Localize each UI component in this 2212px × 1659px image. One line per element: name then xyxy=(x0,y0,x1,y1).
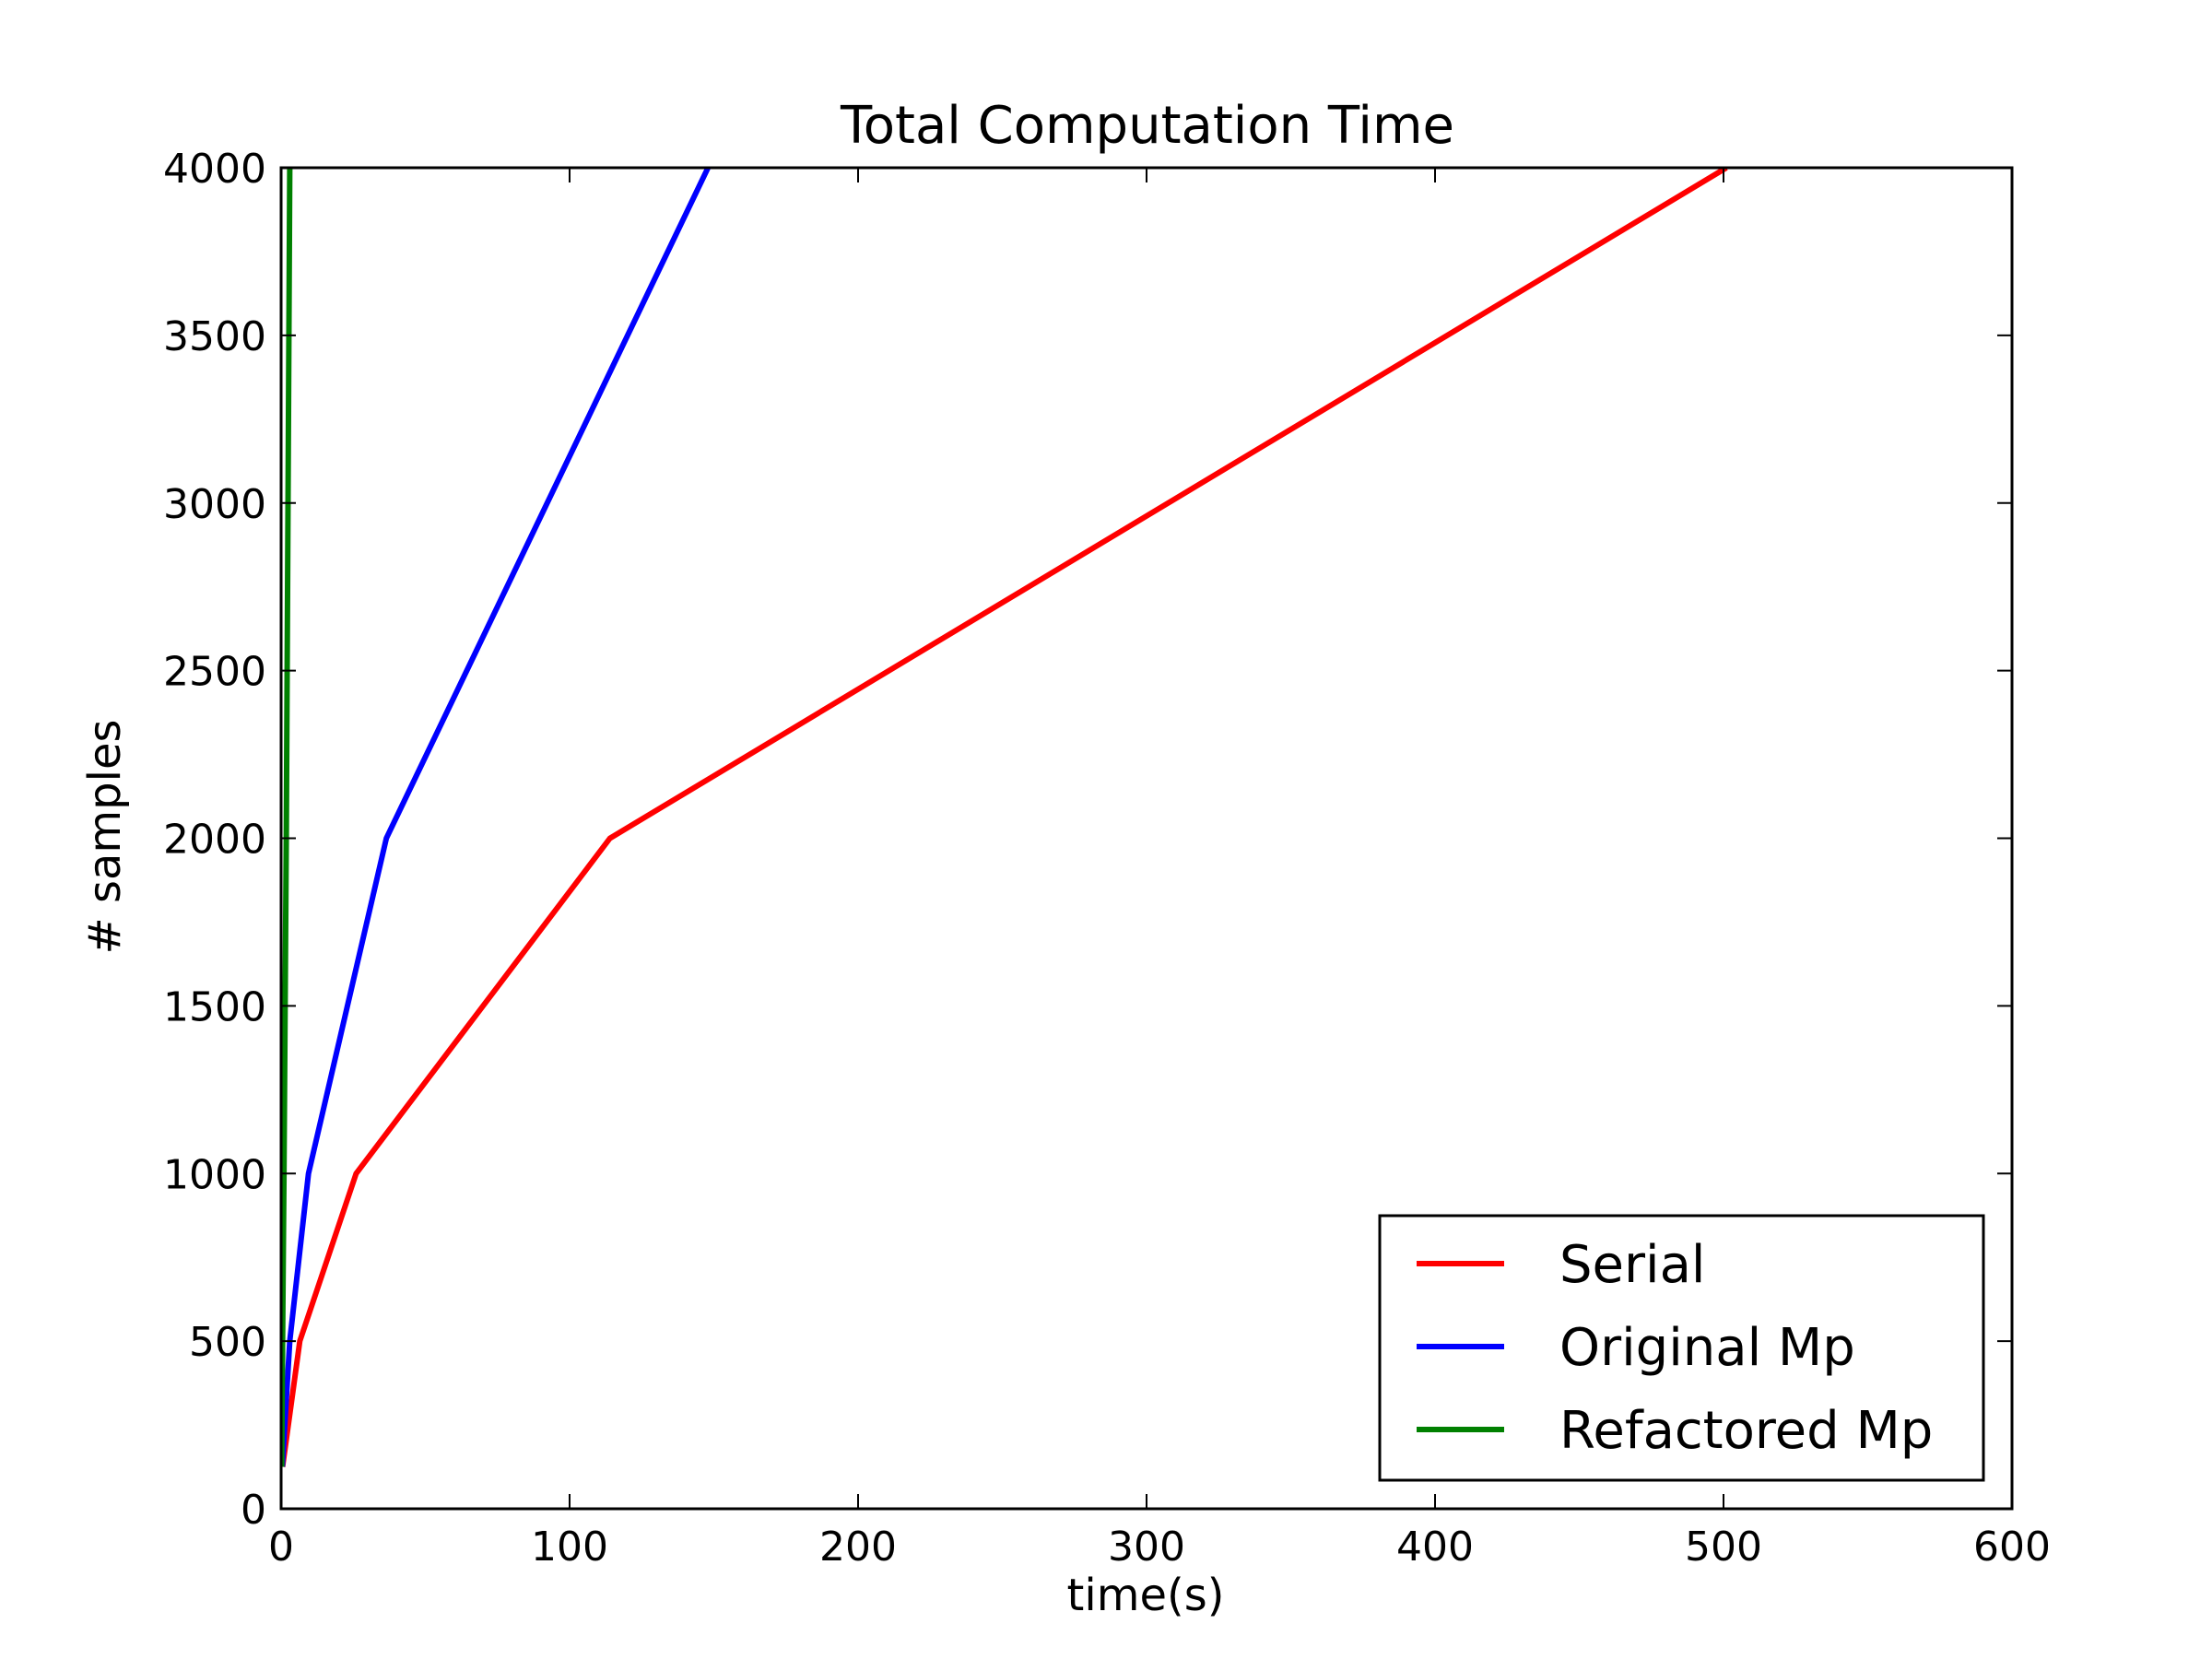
series-line-serial xyxy=(281,168,1728,1467)
x-axis-label: time(s) xyxy=(1067,1570,1225,1621)
legend-label-original-mp: Original Mp xyxy=(1559,1318,1855,1378)
y-tick-label: 3500 xyxy=(163,313,266,360)
y-tick-label: 0 xyxy=(241,1487,266,1534)
y-tick-label: 500 xyxy=(189,1319,266,1366)
x-tick-label: 500 xyxy=(1685,1524,1762,1571)
legend-label-refactored-mp: Refactored Mp xyxy=(1559,1401,1933,1461)
chart-title: Total Computation Time xyxy=(840,96,1454,156)
x-tick-label: 200 xyxy=(819,1524,897,1571)
x-tick-label: 300 xyxy=(1108,1524,1185,1571)
legend-label-serial: Serial xyxy=(1559,1235,1705,1295)
series-line-original-mp xyxy=(281,168,711,1467)
x-tick-label: 100 xyxy=(531,1524,608,1571)
y-tick-label: 1500 xyxy=(163,983,266,1030)
x-tick-label: 400 xyxy=(1396,1524,1474,1571)
y-tick-label: 2500 xyxy=(163,649,266,696)
series-line-refactored-mp xyxy=(281,168,293,1467)
y-tick-label: 3000 xyxy=(163,481,266,528)
y-tick-label: 1000 xyxy=(163,1151,266,1198)
y-tick-label: 4000 xyxy=(163,146,266,193)
x-tick-label: 0 xyxy=(268,1524,294,1571)
y-tick-label: 2000 xyxy=(163,817,266,864)
tick-layer: 0 100 200 300 400 500 600 0 500 1000 1500 2000 2500 3… xyxy=(163,146,2051,1571)
y-axis-label: # samples xyxy=(79,720,131,955)
x-tick-label: 600 xyxy=(1973,1524,2051,1571)
legend: Serial Original Mp Refactored Mp xyxy=(1378,1214,1985,1482)
